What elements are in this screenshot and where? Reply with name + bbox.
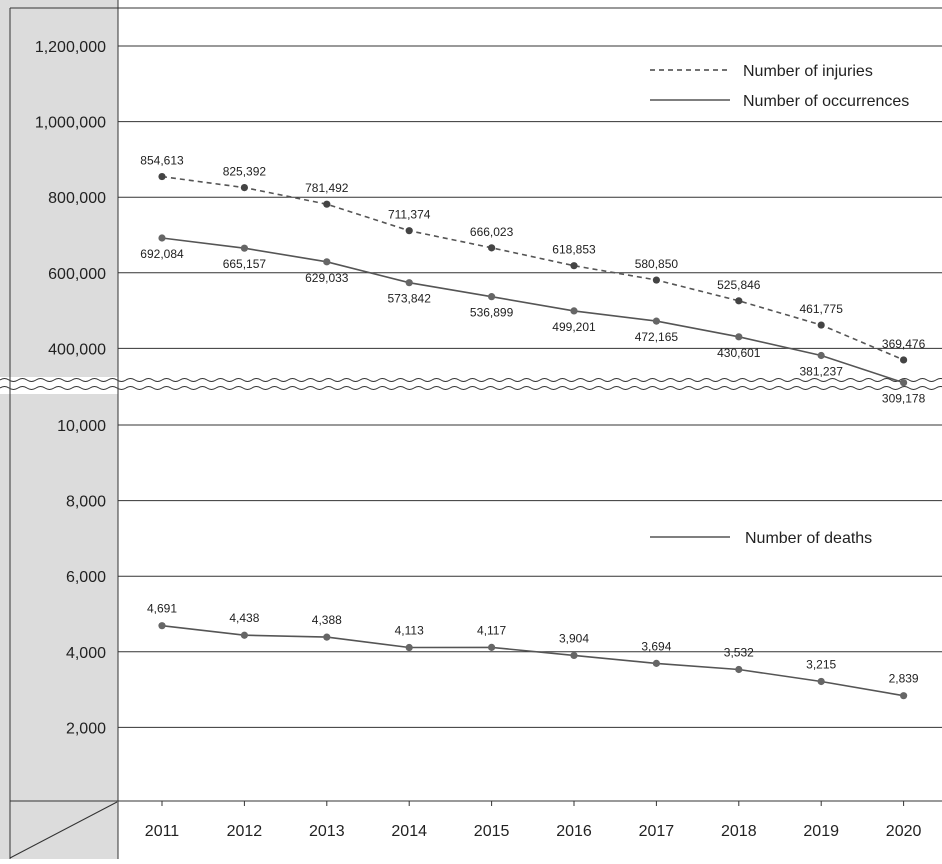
x-tick-label: 2014 [391, 823, 427, 840]
data-point-deaths [735, 665, 743, 674]
data-label-deaths: 4,388 [312, 613, 342, 627]
y-tick-label-upper: 800,000 [48, 190, 106, 207]
data-label-injuries: 525,846 [717, 278, 761, 292]
data-label-occurrences: 665,157 [223, 257, 267, 271]
data-label-deaths: 3,215 [806, 657, 836, 671]
data-point-deaths [158, 622, 166, 630]
data-point-occurrences [323, 258, 331, 266]
data-point-occurrences [240, 244, 248, 252]
data-point-deaths [240, 631, 248, 639]
data-label-deaths: 4,117 [477, 623, 506, 637]
data-label-occurrences: 692,084 [140, 247, 184, 261]
data-point-injuries [323, 200, 331, 208]
data-label-injuries: 854,613 [140, 154, 184, 168]
x-axis-band [118, 801, 942, 859]
data-label-injuries: 711,374 [388, 208, 431, 222]
data-label-deaths: 2,839 [889, 672, 919, 686]
data-label-deaths: 3,904 [559, 631, 589, 645]
data-point-occurrences [900, 379, 908, 387]
data-point-deaths [488, 643, 496, 651]
data-point-occurrences [158, 234, 166, 242]
data-label-injuries: 369,476 [882, 337, 926, 351]
legend-upper: Number of injuries Number of occurrences [650, 63, 909, 110]
axis-break-band [0, 377, 942, 394]
legend-occurrences-label: Number of occurrences [743, 93, 909, 110]
data-label-deaths: 3,532 [724, 645, 754, 659]
data-point-deaths [817, 677, 825, 686]
axis-break-wave-lower [0, 386, 942, 390]
y-tick-label-upper: 400,000 [48, 341, 106, 358]
data-label-injuries: 781,492 [305, 181, 349, 195]
y-axis-panel [0, 0, 118, 859]
data-point-injuries [405, 227, 413, 235]
data-label-deaths: 3,694 [641, 639, 671, 653]
data-label-occurrences: 472,165 [635, 330, 679, 344]
x-tick-label: 2011 [145, 823, 180, 840]
data-point-occurrences [817, 351, 825, 360]
corner-cell [0, 801, 118, 859]
y-tick-label-lower: 2,000 [66, 720, 106, 737]
x-tick-label: 2018 [721, 823, 757, 840]
x-tick-label: 2016 [556, 823, 592, 840]
corner-diagonal [9, 801, 118, 859]
data-label-injuries: 825,392 [223, 165, 267, 179]
data-point-deaths [323, 633, 331, 641]
data-label-occurrences: 573,842 [388, 292, 432, 306]
data-label-injuries: 618,853 [552, 243, 596, 257]
data-point-injuries [488, 244, 496, 252]
data-point-deaths [900, 692, 908, 700]
y-tick-label-lower: 6,000 [66, 569, 106, 586]
series-line-deaths [161, 624, 904, 697]
x-tick-label: 2013 [309, 823, 345, 840]
legend-deaths-label: Number of deaths [745, 530, 872, 547]
legend-lower: Number of deaths [650, 530, 872, 547]
data-label-occurrences: 536,899 [470, 306, 514, 320]
data-point-injuries [570, 262, 578, 270]
data-point-occurrences [488, 293, 496, 301]
data-point-occurrences [405, 279, 413, 287]
x-tick-label: 2020 [886, 823, 922, 840]
y-tick-label-upper: 1,000,000 [35, 115, 106, 132]
data-label-injuries: 580,850 [635, 257, 679, 271]
data-label-deaths: 4,113 [395, 624, 424, 638]
y-tick-label-upper: 600,000 [48, 266, 106, 283]
data-point-occurrences [735, 333, 743, 341]
data-point-deaths [652, 659, 661, 667]
series-line-occurrences [161, 237, 904, 384]
data-point-deaths [570, 651, 578, 660]
data-point-deaths [405, 643, 413, 652]
legend-injuries-label: Number of injuries [743, 63, 873, 80]
plot-area [118, 0, 942, 859]
data-point-occurrences [570, 307, 578, 315]
data-label-occurrences: 381,237 [800, 364, 844, 378]
data-label-occurrences: 309,178 [882, 392, 926, 406]
data-point-occurrences [652, 317, 661, 325]
data-label-deaths: 4,438 [229, 611, 259, 625]
x-tick-label: 2019 [803, 823, 839, 840]
data-label-deaths: 4,691 [147, 602, 177, 616]
x-tick-label: 2012 [227, 823, 263, 840]
data-point-injuries [158, 172, 166, 181]
data-point-injuries [652, 276, 661, 284]
data-label-occurrences: 629,033 [305, 271, 349, 285]
data-point-injuries [817, 321, 825, 329]
y-tick-label-lower: 4,000 [66, 645, 106, 662]
data-label-occurrences: 499,201 [552, 320, 596, 334]
data-label-injuries: 461,775 [800, 302, 844, 316]
x-tick-label: 2015 [474, 823, 510, 840]
series-line-injuries [161, 175, 904, 361]
y-tick-label-lower: 8,000 [66, 494, 106, 511]
data-label-occurrences: 430,601 [717, 346, 761, 360]
y-tick-label-lower: 10,000 [57, 418, 106, 435]
data-point-injuries [735, 297, 743, 305]
x-tick-label: 2017 [639, 823, 675, 840]
data-label-injuries: 666,023 [470, 225, 514, 239]
data-point-injuries [240, 184, 248, 192]
axis-break-wave-upper [0, 378, 942, 382]
data-point-injuries [900, 356, 908, 364]
y-tick-label-upper: 1,200,000 [35, 39, 106, 56]
